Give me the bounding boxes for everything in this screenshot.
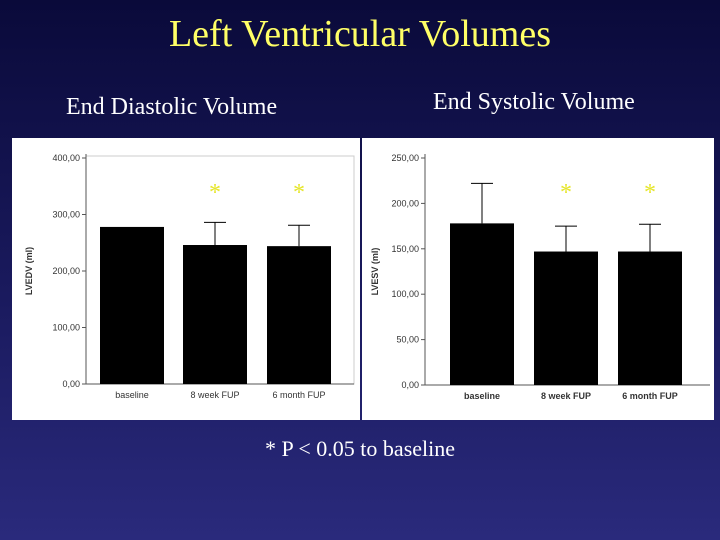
esv-chart-panel: 0,00 50,00 100,00 150,00 200,00 250,00 LVESV (… [362, 138, 714, 420]
edv-xtick-label: baseline [115, 390, 149, 400]
edv-ytick-label: 0,00 [62, 379, 80, 389]
esv-ytick-label: 0,00 [401, 380, 419, 390]
esv-significance-mark: * [560, 180, 572, 206]
esv-xtick-label: baseline [464, 391, 500, 401]
edv-chart: 0,00 100,00 200,00 300,00 400,00 LVEDV (ml) ba… [24, 153, 355, 400]
edv-ytick-label: 100,00 [52, 323, 80, 333]
esv-ytick-label: 100,00 [391, 289, 419, 299]
esv-bar-0 [450, 223, 514, 385]
esv-ytick-label: 150,00 [391, 244, 419, 254]
edv-y-axis-label: LVEDV (ml) [24, 247, 34, 295]
esv-chart-title: End Systolic Volume [433, 89, 635, 115]
significance-footnote: * P < 0.05 to baseline [264, 436, 456, 461]
esv-xtick-label: 8 week FUP [541, 391, 591, 401]
esv-bar-1 [534, 251, 598, 385]
edv-chart-panel: 0,00 100,00 200,00 300,00 400,00 LVEDV (ml) ba… [12, 138, 360, 420]
esv-bar-2 [618, 251, 682, 385]
esv-xtick-label: 6 month FUP [622, 391, 678, 401]
esv-ytick-label: 250,00 [391, 153, 419, 163]
slide-title: Left Ventricular Volumes [168, 13, 552, 55]
esv-chart: 0,00 50,00 100,00 150,00 200,00 250,00 LVESV (… [370, 153, 710, 401]
esv-significance-mark: * [644, 180, 656, 206]
edv-xtick-label: 6 month FUP [272, 390, 325, 400]
edv-chart-title: End Diastolic Volume [66, 94, 278, 120]
edv-bar-1 [183, 245, 247, 384]
esv-ytick-label: 200,00 [391, 198, 419, 208]
edv-significance-mark: * [293, 180, 305, 206]
esv-ytick-label: 50,00 [396, 335, 419, 345]
edv-bar-2 [267, 246, 331, 384]
edv-ytick-label: 300,00 [52, 210, 80, 220]
edv-ytick-label: 400,00 [52, 153, 80, 163]
edv-significance-mark: * [209, 180, 221, 206]
edv-bar-0 [100, 226, 164, 384]
edv-xtick-label: 8 week FUP [190, 390, 239, 400]
esv-y-axis-label: LVESV (ml) [370, 248, 380, 296]
edv-ytick-label: 200,00 [52, 266, 80, 276]
